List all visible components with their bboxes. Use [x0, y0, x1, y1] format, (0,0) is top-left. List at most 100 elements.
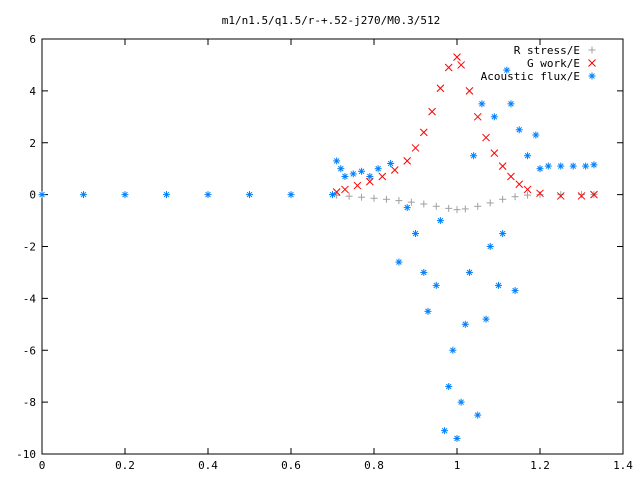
- data-point: [511, 287, 519, 295]
- data-point: [39, 191, 45, 198]
- data-point: [495, 281, 502, 289]
- data-point: [499, 195, 507, 203]
- data-point: [403, 157, 412, 165]
- data-point: [432, 202, 440, 210]
- data-point: [588, 59, 596, 67]
- data-point: [588, 46, 596, 54]
- data-point: [577, 192, 586, 200]
- x-tick-label: 0.2: [115, 459, 135, 472]
- data-point: [578, 191, 585, 199]
- data-point: [341, 185, 349, 194]
- data-point: [453, 53, 461, 62]
- data-point: [204, 191, 212, 199]
- data-point: [545, 163, 552, 169]
- data-point: [436, 84, 445, 93]
- data-point: [445, 383, 453, 391]
- data-point: [570, 163, 577, 169]
- data-point: [436, 217, 444, 225]
- data-point: [577, 192, 586, 200]
- data-point: [404, 204, 411, 211]
- data-point: [454, 435, 460, 442]
- data-point: [536, 189, 544, 198]
- data-point: [342, 173, 348, 180]
- data-point: [121, 191, 129, 199]
- data-point: [474, 412, 481, 418]
- data-point: [122, 191, 128, 198]
- data-point: [491, 114, 498, 120]
- y-axis: -10 -8 -6 -4 -2 0 2 4 6: [16, 33, 623, 461]
- data-point: [287, 191, 295, 199]
- data-point: [461, 205, 469, 213]
- data-point: [557, 191, 565, 199]
- data-point: [486, 199, 494, 207]
- x-tick-label: 0.4: [198, 459, 218, 472]
- data-point: [490, 149, 499, 157]
- y-tick-label: -6: [23, 344, 36, 357]
- data-point: [490, 113, 498, 121]
- data-point: [358, 167, 366, 175]
- data-point: [556, 192, 565, 200]
- data-point: [378, 172, 387, 181]
- data-point: [483, 316, 489, 322]
- data-point: [337, 165, 345, 173]
- data-point: [523, 185, 532, 194]
- data-point: [420, 268, 428, 276]
- data-point: [420, 269, 427, 276]
- data-point: [532, 131, 540, 139]
- data-point: [396, 259, 402, 265]
- data-point: [378, 172, 387, 181]
- data-point: [474, 411, 482, 419]
- data-point: [365, 177, 374, 186]
- data-point: [557, 162, 565, 170]
- data-point: [515, 126, 523, 134]
- data-point: [524, 152, 532, 160]
- y-tick-label: -2: [23, 241, 36, 254]
- data-point: [367, 173, 373, 180]
- data-point: [523, 185, 532, 194]
- data-point: [465, 268, 473, 276]
- data-point: [515, 180, 524, 189]
- data-point: [590, 161, 598, 169]
- data-point: [453, 434, 461, 442]
- data-point: [449, 346, 457, 354]
- x-tick-label: 1: [454, 459, 461, 472]
- data-point: [437, 217, 444, 224]
- x-tick-label: 1.2: [530, 459, 550, 472]
- legend-label: R stress/E: [514, 44, 580, 57]
- data-point: [512, 287, 518, 294]
- data-point: [462, 321, 469, 328]
- data-point: [163, 191, 170, 198]
- data-point: [333, 157, 341, 165]
- data-point: [329, 191, 336, 198]
- series-layer: [38, 53, 598, 442]
- data-point: [516, 126, 523, 133]
- data-point: [582, 163, 589, 169]
- data-point: [366, 172, 374, 180]
- data-point: [412, 230, 419, 237]
- data-point: [333, 191, 341, 199]
- data-point: [569, 162, 577, 170]
- data-point: [511, 193, 519, 201]
- data-point: [591, 161, 597, 168]
- data-point: [390, 166, 399, 174]
- data-point: [428, 107, 436, 116]
- data-point: [589, 73, 595, 79]
- data-point: [524, 152, 531, 159]
- data-point: [411, 144, 420, 152]
- legend-label: G work/E: [527, 57, 580, 70]
- data-point: [424, 307, 432, 315]
- data-point: [495, 282, 502, 289]
- data-point: [395, 258, 403, 266]
- data-point: [353, 181, 362, 190]
- data-point: [465, 87, 474, 95]
- data-point: [428, 107, 436, 116]
- y-tick-label: 6: [29, 33, 36, 46]
- y-tick-label: 2: [29, 137, 36, 150]
- data-point: [556, 192, 565, 200]
- data-point: [478, 100, 486, 108]
- data-point: [588, 59, 596, 67]
- data-point: [246, 191, 253, 198]
- data-point: [544, 162, 552, 170]
- data-point: [503, 67, 510, 73]
